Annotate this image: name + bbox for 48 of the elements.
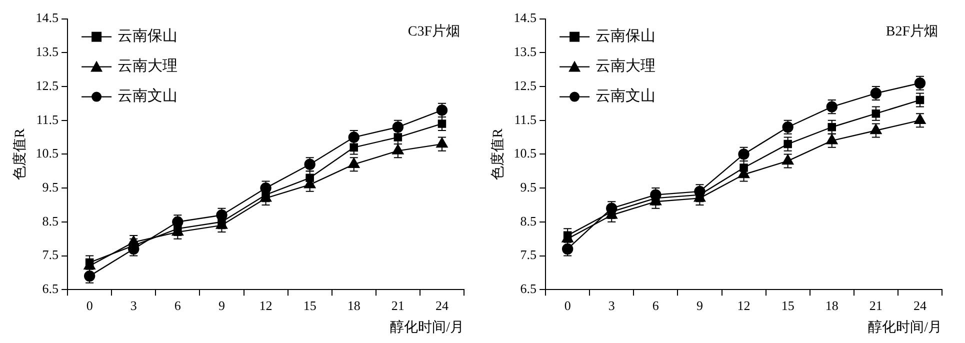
chart-title: B2F片烟 xyxy=(886,23,938,40)
legend-label: 云南文山 xyxy=(118,88,178,105)
x-tick-label: 21 xyxy=(391,298,404,313)
x-tick-label: 18 xyxy=(825,298,838,313)
y-tick-label: 10.5 xyxy=(514,146,537,161)
x-tick-label: 9 xyxy=(696,298,703,313)
y-tick-label: 7.5 xyxy=(520,247,537,262)
x-tick-label: 15 xyxy=(303,298,316,313)
x-tick-label: 6 xyxy=(174,298,182,313)
y-tick-label: 12.5 xyxy=(36,78,59,93)
y-tick-label: 6.5 xyxy=(42,281,59,296)
y-tick-label: 11.5 xyxy=(514,112,537,127)
y-tick-label: 11.5 xyxy=(36,112,59,127)
legend-label: 云南保山 xyxy=(118,28,178,45)
y-tick-label: 8.5 xyxy=(42,213,59,228)
x-tick-label: 6 xyxy=(652,298,660,313)
y-axis-title: 色度值R xyxy=(490,128,506,180)
x-axis-title: 醇化时间/月 xyxy=(390,319,464,336)
y-tick-label: 12.5 xyxy=(514,78,537,93)
legend-label: 云南保山 xyxy=(596,28,656,45)
y-tick-label: 9.5 xyxy=(42,179,59,194)
y-tick-label: 8.5 xyxy=(520,213,537,228)
y-tick-label: 7.5 xyxy=(42,247,59,262)
x-tick-label: 21 xyxy=(869,298,882,313)
x-tick-label: 24 xyxy=(435,298,449,313)
x-tick-label: 18 xyxy=(347,298,360,313)
y-axis-title: 色度值R xyxy=(12,128,28,180)
x-tick-label: 0 xyxy=(564,298,571,313)
chart-title: C3F片烟 xyxy=(408,23,460,40)
y-tick-label: 13.5 xyxy=(36,44,59,60)
x-tick-label: 0 xyxy=(86,298,93,313)
y-tick-label: 14.5 xyxy=(514,10,537,26)
x-tick-label: 15 xyxy=(781,298,794,313)
legend-label: 云南文山 xyxy=(596,88,656,105)
x-tick-label: 3 xyxy=(608,298,615,313)
x-axis-title: 醇化时间/月 xyxy=(868,319,942,336)
y-tick-label: 6.5 xyxy=(520,281,537,296)
y-tick-label: 10.5 xyxy=(36,146,59,161)
x-tick-label: 3 xyxy=(130,298,137,313)
legend-label: 云南大理 xyxy=(596,58,656,75)
x-tick-label: 12 xyxy=(737,298,750,313)
y-tick-label: 9.5 xyxy=(520,179,537,194)
legend-label: 云南大理 xyxy=(118,58,178,75)
y-tick-label: 13.5 xyxy=(514,44,537,60)
y-tick-label: 14.5 xyxy=(36,10,59,26)
x-tick-label: 24 xyxy=(913,298,927,313)
x-tick-label: 12 xyxy=(259,298,272,313)
x-tick-label: 9 xyxy=(218,298,225,313)
